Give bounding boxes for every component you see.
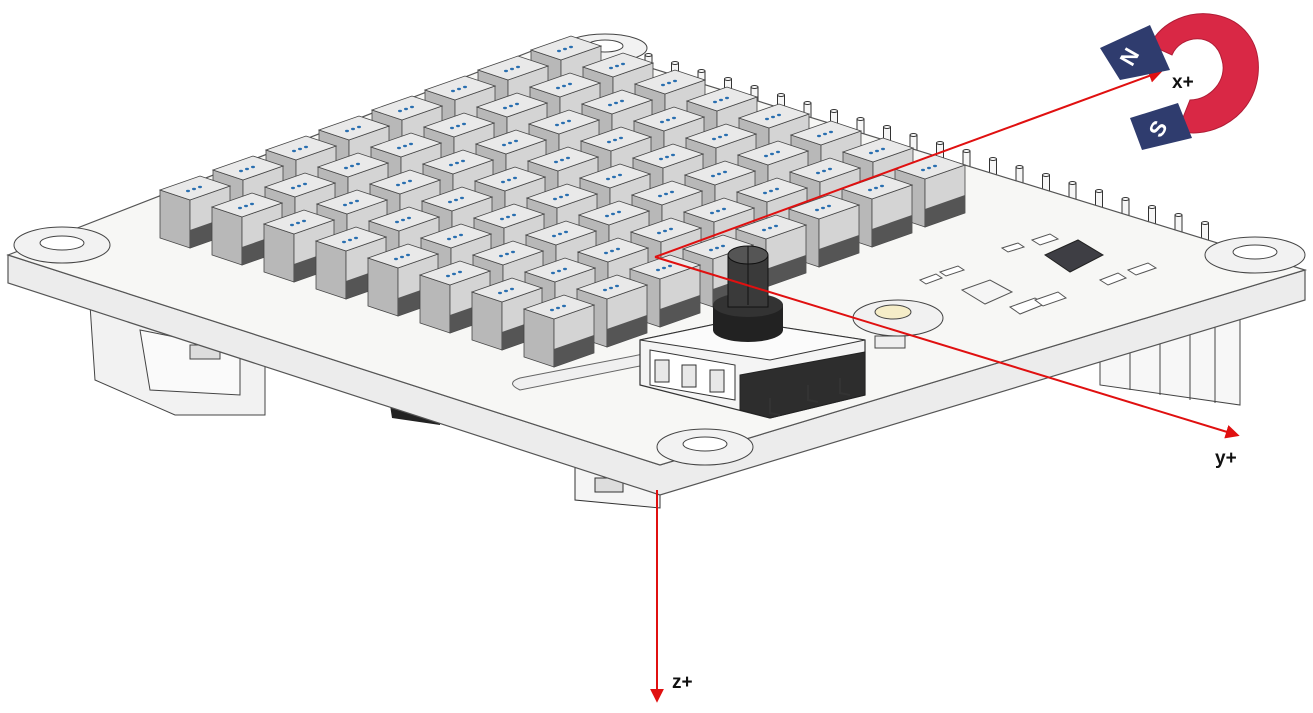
z-axis-label: z+ — [672, 672, 693, 693]
led-pixel — [522, 294, 596, 368]
smd-components — [918, 233, 1158, 315]
rotary-encoder — [639, 245, 866, 419]
magnet-north-pole — [1100, 25, 1170, 80]
x-axis-label: x+ — [1172, 72, 1194, 93]
push-button — [852, 299, 944, 349]
x-axis-arrow — [654, 69, 1163, 258]
y-axis-arrow — [654, 256, 1240, 439]
horseshoe-magnet: N S — [1100, 13, 1259, 150]
axes: x+ y+ z+ — [650, 69, 1240, 703]
y-axis-label: y+ — [1215, 448, 1237, 469]
magnet-south-pole — [1130, 103, 1192, 150]
led-matrix — [158, 35, 967, 368]
